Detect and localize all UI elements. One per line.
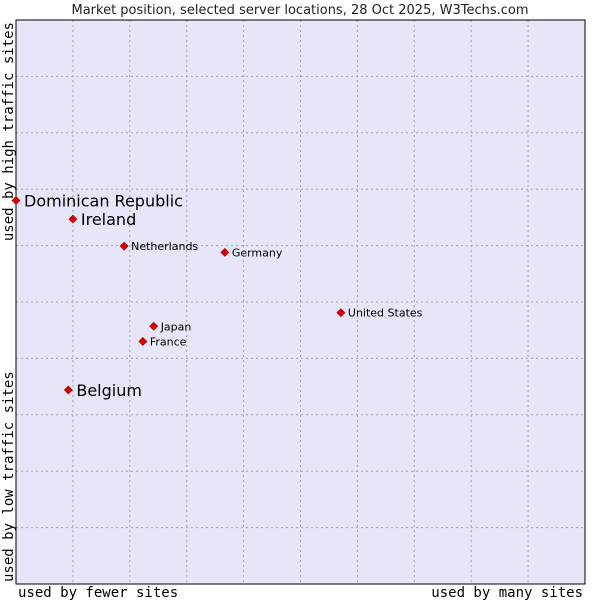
point-dominican-republic: Dominican Republic [11, 191, 183, 210]
point-belgium: Belgium [63, 381, 142, 400]
x-axis-label-right: used by many sites [431, 585, 583, 600]
point-marker [11, 196, 21, 205]
point-marker [119, 241, 129, 251]
point-marker [220, 247, 230, 257]
point-marker [63, 385, 73, 395]
point-label: Netherlands [131, 240, 198, 253]
plot-frame [15, 19, 586, 585]
point-marker [68, 214, 78, 224]
chart-title: Market position, selected server locatio… [71, 3, 528, 18]
point-marker [336, 308, 346, 318]
point-label: Germany [232, 246, 283, 259]
point-germany: Germany [220, 246, 283, 259]
grid-lines [16, 20, 585, 584]
point-united-states: United States [336, 307, 423, 320]
point-marker [149, 321, 159, 331]
point-label: Ireland [81, 210, 136, 229]
point-marker [138, 337, 148, 346]
point-label: Belgium [76, 381, 142, 400]
point-label: Japan [160, 320, 192, 333]
x-axis-label-left: used by fewer sites [18, 585, 178, 600]
point-label: Dominican Republic [24, 191, 183, 210]
point-netherlands: Netherlands [119, 240, 198, 253]
point-japan: Japan [149, 320, 192, 333]
y-axis-label-top: used by high traffic sites [1, 22, 17, 241]
point-label: France [150, 335, 187, 348]
y-axis-label-bottom: used by low traffic sites [1, 371, 17, 582]
point-label: United States [348, 307, 423, 320]
point-france: France [138, 335, 187, 348]
point-ireland: Ireland [68, 210, 136, 229]
